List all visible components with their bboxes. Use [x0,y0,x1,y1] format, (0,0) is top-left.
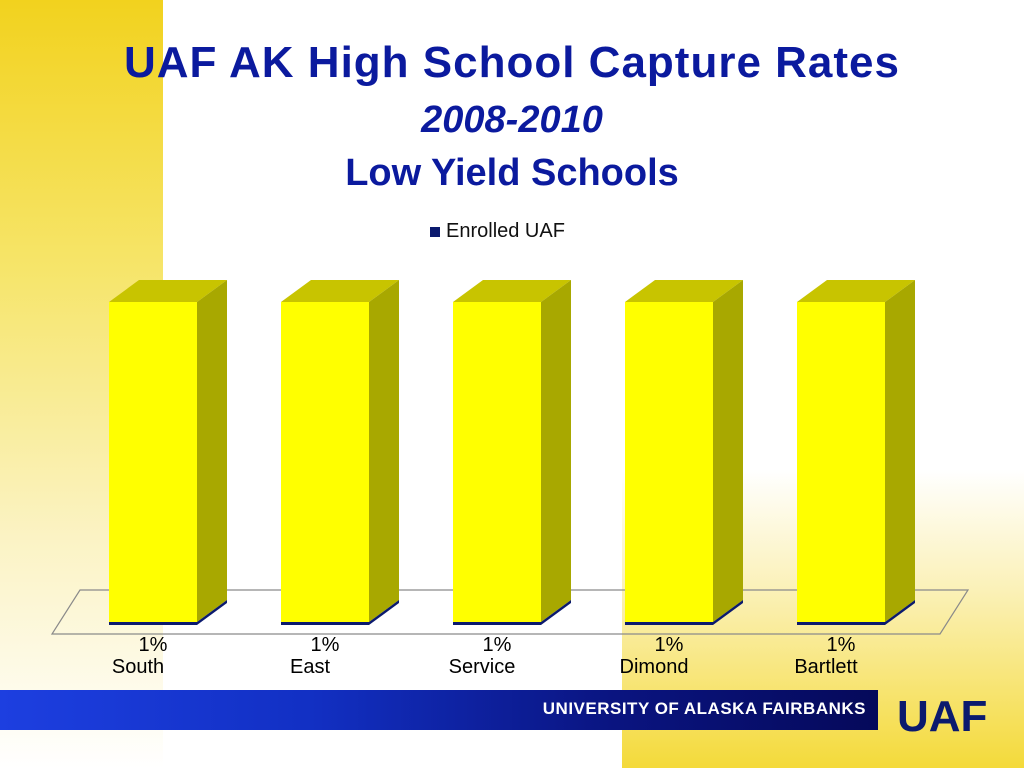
bar-top-bartlett [797,280,915,302]
uaf-logo: UAF [897,692,987,741]
bar-front-bartlett [797,302,885,622]
page-subtitle-years: 2008-2010 [421,99,603,141]
category-label-south: South [112,656,164,678]
category-label-east: East [290,656,330,678]
bar-front-dimond [625,302,713,622]
legend-swatch [430,226,440,237]
bar-side-east [369,280,399,622]
bar-enrolled-sliver-south [109,600,227,625]
data-label-service: 1% [483,634,512,656]
bar-top-dimond [625,280,743,302]
bar-enrolled-sliver-dimond [625,600,743,625]
bar-enrolled-sliver-bartlett [797,600,915,625]
bar-top-service [453,280,571,302]
data-label-east: 1% [311,634,340,656]
chart-legend: Enrolled UAF [430,220,565,243]
footer-institution-name: UNIVERSITY OF ALASKA FAIRBANKS [542,699,866,718]
bar-side-bartlett [885,280,915,622]
bar-top-south [109,280,227,302]
chart-floor [50,589,970,635]
data-label-south: 1% [139,634,168,656]
bar-side-dimond [713,280,743,622]
bar-enrolled-sliver-service [453,600,571,625]
data-label-dimond: 1% [655,634,684,656]
data-label-bartlett: 1% [827,634,856,656]
bar-front-service [453,302,541,622]
category-label-dimond: Dimond [620,656,689,678]
bar-front-south [109,302,197,622]
footer-bar: UNIVERSITY OF ALASKA FAIRBANKS [0,690,878,730]
bar-front-east [281,302,369,622]
category-label-bartlett: Bartlett [794,656,858,678]
page-subtitle-category: Low Yield Schools [345,152,679,194]
bar-side-south [197,280,227,622]
category-label-service: Service [449,656,516,678]
bar-top-east [281,280,399,302]
legend-label: Enrolled UAF [446,220,565,242]
bar-enrolled-sliver-east [281,600,399,625]
logo-text: UAF [897,692,987,741]
page-title: UAF AK High School Capture Rates [124,38,900,87]
bar-side-service [541,280,571,622]
